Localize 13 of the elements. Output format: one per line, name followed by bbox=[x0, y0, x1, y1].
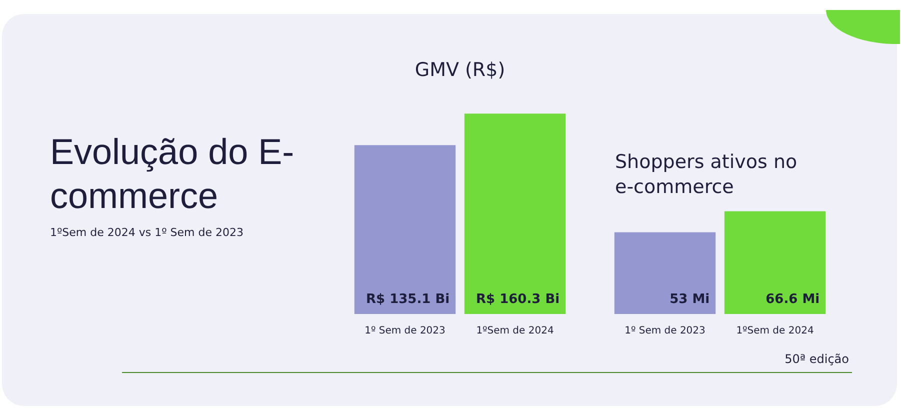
data-label: R$ 160.3 Bi bbox=[476, 292, 560, 307]
x-tick-label: 1ºSem de 2024 bbox=[476, 326, 554, 337]
text: 1ºSem de 2024 vs 1º Sem de 2023 bbox=[50, 226, 244, 239]
text: Evolução do E-commerce bbox=[50, 130, 296, 218]
chart-title: GMV (R$) bbox=[414, 58, 506, 83]
text: 50ª edição bbox=[784, 352, 849, 366]
data-label: R$ 135.1 Bi bbox=[366, 292, 450, 307]
data-label: 53 Mi bbox=[670, 292, 710, 307]
x-tick-label: 1º Sem de 2023 bbox=[624, 326, 706, 337]
data-label: 66.6 Mi bbox=[766, 292, 820, 307]
x-tick-label: 1ºSem de 2024 bbox=[736, 326, 814, 337]
x-tick-label: 1º Sem de 2023 bbox=[364, 326, 446, 337]
chart-title: Shoppers ativos no e-commerce bbox=[614, 150, 798, 200]
